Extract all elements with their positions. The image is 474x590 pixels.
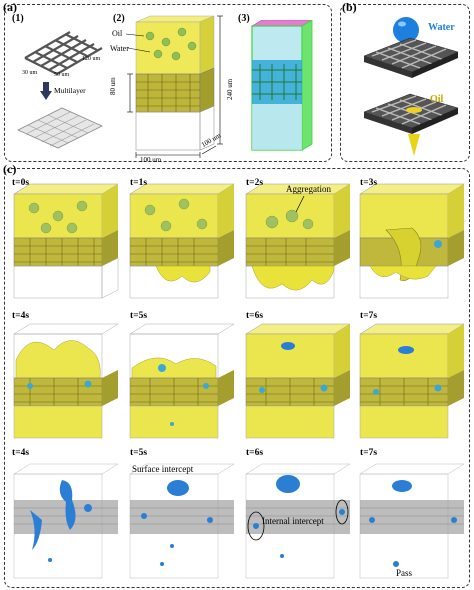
panel-b-label: (b) xyxy=(342,0,357,14)
sim-frame-row1-3 xyxy=(242,180,354,302)
sim-frame-row3-1 xyxy=(10,460,122,582)
sim-frame-row1-4 xyxy=(356,180,468,302)
dim-30um: 30 um xyxy=(22,70,38,76)
time-label-r1-1: t=0s xyxy=(12,178,30,188)
dim-240um: 240 um xyxy=(226,78,234,100)
time-label-r2-4: t=7s xyxy=(360,311,378,321)
time-label-r2-3: t=6s xyxy=(246,311,264,321)
dim-120um: 120 um xyxy=(82,56,101,62)
oil-label: Oil xyxy=(112,29,123,38)
sim-frame-row3-3 xyxy=(242,460,354,582)
panel-c-frame xyxy=(4,168,470,588)
panel-a-label: (a) xyxy=(3,0,17,14)
pass-annotation: Pass xyxy=(396,568,413,578)
dim-50um: 50 um xyxy=(54,72,70,78)
sim-frame-row1-2 xyxy=(126,180,238,302)
panel-a-frame xyxy=(4,4,332,162)
multilayer-label: Multilayer xyxy=(54,86,86,95)
water-label: Water xyxy=(110,44,129,53)
simulation-box-illustration xyxy=(125,15,223,158)
sim-frame-row3-4 xyxy=(356,460,468,582)
surface-intercept-annotation: Surface intercept xyxy=(132,464,194,474)
time-label-r3-2: t=5s xyxy=(130,448,148,458)
water-on-mesh-illustration xyxy=(363,17,459,78)
oil-label-b: Oil xyxy=(430,94,444,105)
mesh-model-illustration xyxy=(250,20,313,151)
time-label-r1-4: t=3s xyxy=(360,178,378,188)
panel-b-frame xyxy=(340,4,470,162)
dim-100um-a: 100 um xyxy=(140,156,162,164)
oil-through-mesh-illustration xyxy=(363,93,459,156)
sim-frame-row2-1 xyxy=(10,320,122,442)
sim-frame-row3-2 xyxy=(126,460,238,582)
internal-intercept-annotation: Internal intercept xyxy=(262,516,324,526)
time-label-r3-1: t=4s xyxy=(12,448,30,458)
sim-frame-row2-4 xyxy=(356,320,468,442)
aggregation-annotation: Aggregation xyxy=(286,184,331,194)
multilayer-mesh-illustration xyxy=(17,107,103,149)
sim-frame-row1-1 xyxy=(10,180,122,302)
sim-frame-row2-2 xyxy=(126,320,238,442)
down-arrow-icon xyxy=(40,82,52,100)
time-label-r2-2: t=5s xyxy=(130,311,148,321)
time-label-r1-2: t=1s xyxy=(130,178,148,188)
panel-a-sub3: (3) xyxy=(238,13,250,24)
panel-a-sub1: (1) xyxy=(12,13,24,24)
time-label-r1-3: t=2s xyxy=(246,178,264,188)
sim-frame-row2-3 xyxy=(242,320,354,442)
single-mesh-illustration xyxy=(24,31,103,75)
time-label-r3-4: t=7s xyxy=(360,448,378,458)
time-label-r3-3: t=6s xyxy=(246,448,264,458)
dim-80um: 80 um xyxy=(109,77,117,95)
panel-a-sub2: (2) xyxy=(113,13,125,24)
panel-c-label: (c) xyxy=(3,162,17,176)
time-label-r2-1: t=4s xyxy=(12,311,30,321)
water-label-b: Water xyxy=(428,22,455,33)
